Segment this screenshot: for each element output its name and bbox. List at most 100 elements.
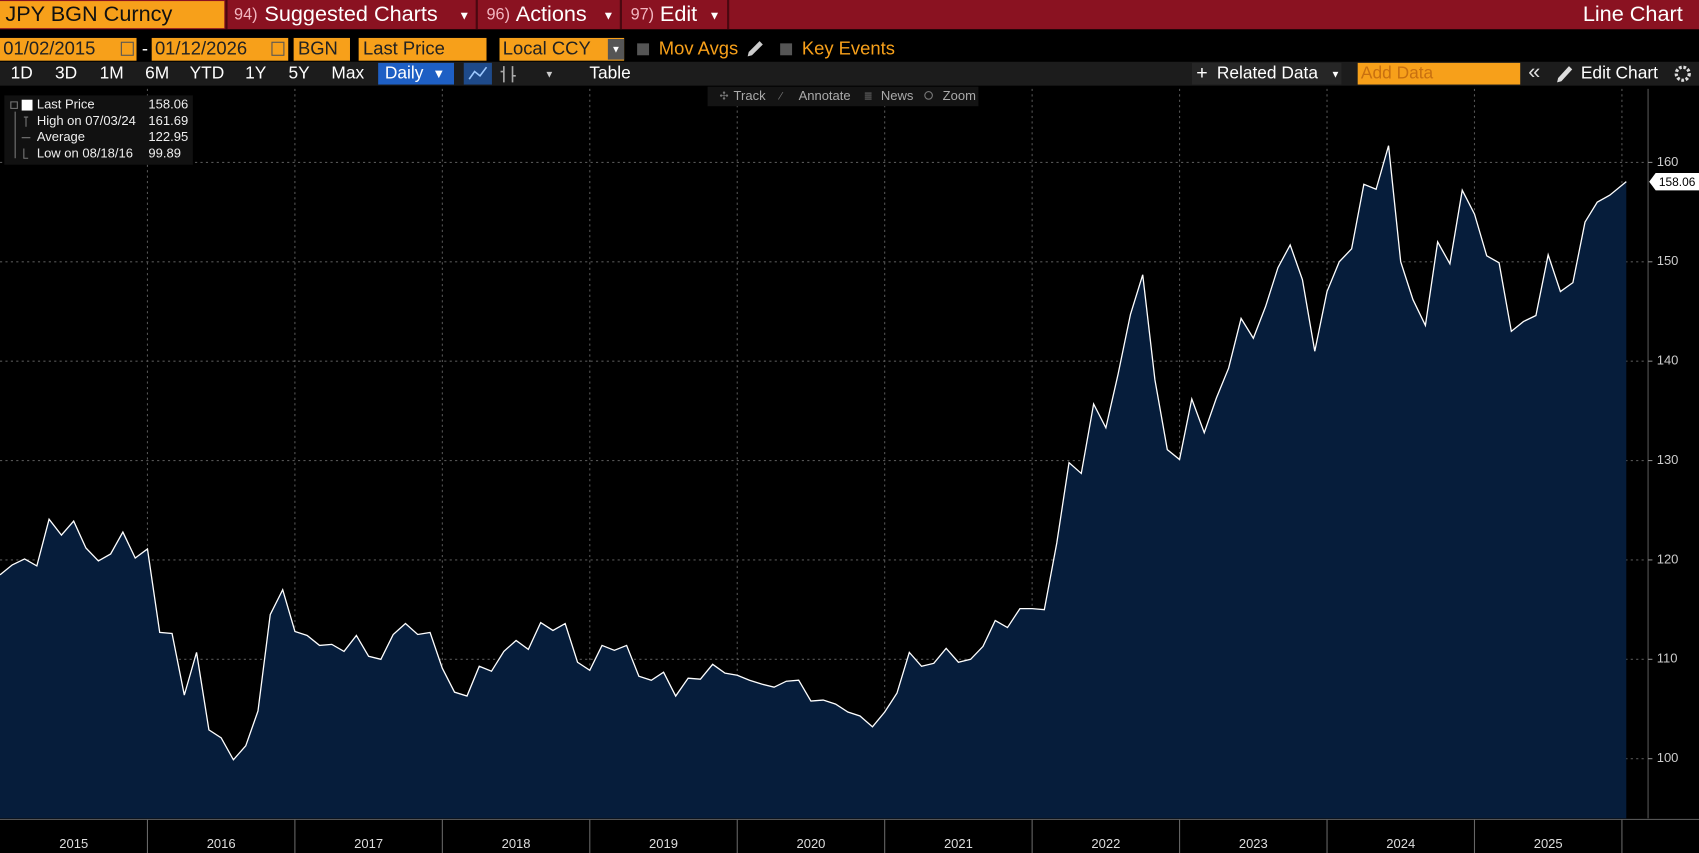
related-data: Related Data: [1217, 62, 1318, 82]
dropdown-arrow[interactable]: ▼: [545, 69, 555, 80]
period-buttons: 1D 3D 1M 6M YTD 1Y 5Y Max: [11, 62, 365, 82]
x-tick-label: 2022: [1091, 836, 1120, 851]
frequency-box[interactable]: [378, 62, 455, 85]
menu-label[interactable]: Actions: [516, 1, 587, 26]
line-chart-icon: [468, 66, 488, 80]
period-button[interactable]: 1D: [11, 62, 33, 82]
key-events[interactable]: Key Events: [802, 38, 895, 59]
tool[interactable]: Annotate: [799, 88, 851, 103]
related-data-box[interactable]: [1191, 62, 1342, 85]
track-icon: ✣: [719, 90, 728, 102]
start-date: 01/02/2015: [3, 38, 95, 59]
legend-label: Average: [37, 129, 85, 144]
date-separator: -: [142, 38, 148, 59]
dropdown-arrow: ▼: [709, 8, 721, 22]
view-name: Line Chart: [1583, 1, 1683, 26]
x-tick-label: 2016: [207, 836, 236, 851]
x-tick-label: 2021: [944, 836, 973, 851]
legend-tree: [10, 101, 31, 159]
start-date-box[interactable]: [0, 37, 137, 61]
menu-number: 96): [487, 5, 510, 23]
period-button[interactable]: 5Y: [288, 62, 310, 82]
legend-rows: Last Price 158.06 High on 07/03/24 161.69 Av…: [37, 97, 188, 161]
legend-label: Low on 08/18/16: [37, 145, 133, 160]
menu-label[interactable]: Edit: [660, 1, 697, 26]
x-tick-label: 2024: [1386, 836, 1415, 851]
legend-value: 158.06: [148, 97, 188, 112]
tool[interactable]: Track: [734, 88, 767, 103]
period-button[interactable]: Max: [331, 62, 364, 82]
end-date: 01/12/2026: [155, 38, 247, 59]
news-icon: ≣: [864, 90, 873, 102]
bar-chart-icon[interactable]: [500, 66, 516, 83]
currency: Local CCY: [503, 38, 591, 59]
table-button[interactable]: Table: [589, 62, 630, 82]
x-tick-label: 2017: [354, 836, 383, 851]
period-button[interactable]: 1M: [100, 62, 124, 82]
dropdown-arrow: ▼: [1331, 69, 1341, 80]
add-data: Add Data: [1361, 62, 1434, 82]
period-button[interactable]: YTD: [190, 62, 225, 82]
end-date-box[interactable]: [151, 37, 289, 61]
x-tick-label: 2025: [1534, 836, 1563, 851]
y-tick-label: 140: [1657, 353, 1679, 368]
title-bar: [0, 0, 1699, 30]
annotate-icon: ⁄: [777, 90, 784, 102]
security: JPY BGN Curncy: [5, 1, 172, 26]
calendar-icon[interactable]: [120, 41, 134, 56]
period-button[interactable]: 3D: [55, 62, 77, 82]
legend-label: High on 07/03/24: [37, 113, 136, 128]
checkbox[interactable]: [780, 43, 793, 56]
field-box[interactable]: [358, 37, 487, 61]
x-tick-label: 2018: [502, 836, 531, 851]
legend-value: 161.69: [148, 113, 188, 128]
edit-chart[interactable]: Edit Chart: [1581, 62, 1658, 82]
plot: 100 110 120 130 140 150 160 2015 2016 2017 2018 201…: [0, 88, 1699, 853]
security-box[interactable]: [0, 1, 225, 29]
period-button[interactable]: 1Y: [245, 62, 267, 82]
currency-dropdown[interactable]: [607, 39, 625, 60]
pencil-icon[interactable]: [1557, 66, 1573, 83]
x-tick-label: 2020: [797, 836, 826, 851]
y-tick-label: 110: [1657, 651, 1678, 666]
collapse-icon[interactable]: «: [1528, 58, 1540, 83]
legend-swatch: [21, 99, 33, 111]
x-tick-label: 2023: [1239, 836, 1268, 851]
legend-value: 99.89: [148, 145, 181, 160]
settings-icon[interactable]: [1674, 65, 1691, 82]
mov-avgs[interactable]: Mov Avgs: [659, 38, 738, 59]
dropdown-arrow: ▼: [611, 44, 621, 55]
x-tick-label: 2015: [59, 836, 88, 851]
y-tick-label: 160: [1657, 154, 1679, 169]
source: BGN: [298, 38, 338, 59]
y-tick-label: 120: [1657, 551, 1679, 566]
checkbox[interactable]: [637, 43, 650, 56]
y-tick-label: 150: [1657, 253, 1679, 268]
chart-tools: [707, 86, 979, 107]
area: [0, 145, 1627, 819]
dropdown-arrow: ▼: [432, 66, 445, 81]
field: Last Price: [363, 38, 445, 59]
dropdown-arrow: ▼: [458, 8, 470, 22]
calendar-icon[interactable]: [271, 41, 285, 56]
legend-label: Last Price: [37, 97, 95, 112]
tool[interactable]: News: [881, 88, 914, 103]
plus-icon: +: [1196, 62, 1207, 84]
menu-label[interactable]: Suggested Charts: [264, 1, 438, 26]
price-line: [0, 145, 1627, 761]
tool[interactable]: Zoom: [943, 88, 976, 103]
last-price-label: 158.06: [1659, 175, 1696, 189]
pencil-icon[interactable]: [747, 41, 763, 57]
y-tick-label: 100: [1657, 750, 1679, 765]
y-tick-label: 130: [1657, 452, 1679, 467]
add-data-box[interactable]: [1357, 62, 1521, 85]
legend-value: 122.95: [148, 129, 188, 144]
currency-box[interactable]: [499, 37, 625, 61]
zoom-icon: [924, 91, 933, 100]
source-box[interactable]: [293, 37, 350, 61]
last-price-tag: [1649, 173, 1699, 191]
frequency: Daily: [385, 62, 424, 82]
period-button[interactable]: 6M: [145, 62, 169, 82]
